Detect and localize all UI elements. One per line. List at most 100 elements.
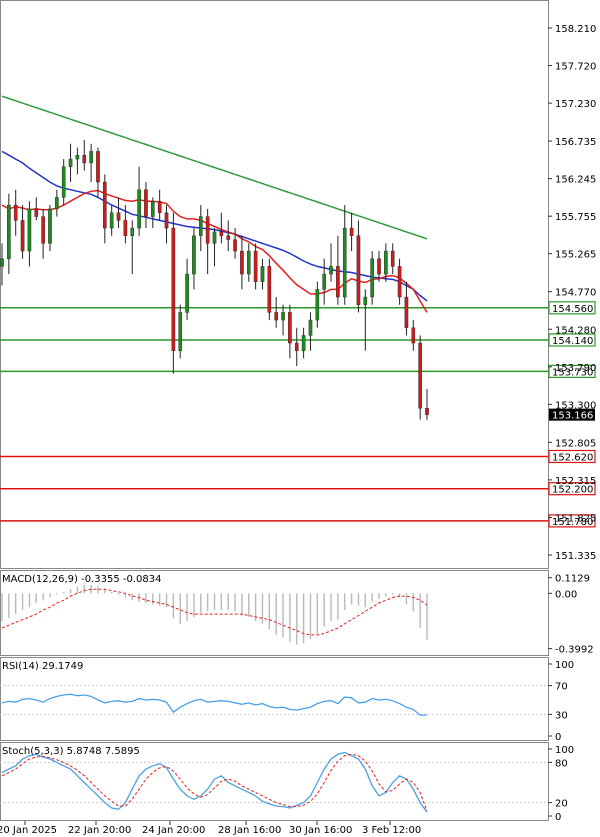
candle — [185, 258, 189, 321]
candle-bear — [144, 189, 148, 217]
candle-bull — [315, 289, 320, 321]
last-price-label: 153.166 — [552, 411, 593, 422]
candle — [308, 312, 313, 351]
candle — [404, 281, 409, 336]
candle — [329, 243, 333, 282]
price-tick-label: 156.245 — [555, 175, 596, 186]
stoch-panel-frame — [0, 742, 549, 821]
candle-bear — [349, 227, 354, 236]
candle — [13, 189, 18, 236]
candle-bear — [103, 181, 107, 229]
candle — [322, 258, 326, 305]
stoch-axis: 100 80 20 0 — [548, 745, 574, 823]
stoch-plot — [0, 751, 548, 813]
rsi-tick-label: 100 — [555, 660, 574, 671]
candle — [205, 208, 210, 275]
candle-bear — [288, 312, 292, 344]
level-tag-label: 154.560 — [552, 304, 593, 315]
rsi-line — [1, 693, 428, 716]
candle — [212, 228, 217, 267]
candle — [48, 205, 52, 252]
candle — [397, 258, 402, 305]
candle — [288, 304, 292, 359]
time-tick-label: 3 Feb 12:00 — [362, 825, 421, 836]
macd-plot — [1, 585, 428, 645]
level-tag-label: 153.730 — [552, 367, 593, 378]
candle-bull — [185, 273, 189, 313]
candle — [144, 182, 148, 229]
level-tag — [548, 364, 596, 379]
candle — [20, 205, 25, 259]
rsi-tick-label: 70 — [555, 682, 568, 693]
candle — [68, 143, 73, 183]
main-panel: 154.560 154.140 153.730 152.620 152.200 151.7… — [0, 0, 596, 569]
candle-bear — [253, 250, 258, 282]
level-lines: 154.560 154.140 153.730 152.620 152.200 151.7… — [0, 301, 596, 528]
candle-bear — [20, 220, 25, 252]
time-tick-label: 24 Jan 20:00 — [142, 825, 205, 836]
price-tick-label: 155.265 — [555, 250, 596, 261]
candle — [260, 258, 265, 290]
time-tick-label: 22 Jan 20:00 — [68, 825, 131, 836]
candle-bear — [404, 296, 409, 328]
candle — [336, 235, 340, 305]
macd-tick-label: -0.3992 — [555, 645, 594, 656]
stoch-d-line — [1, 753, 428, 812]
candle — [96, 147, 100, 198]
candle-bear — [274, 312, 278, 321]
candle — [164, 205, 169, 244]
candle — [137, 166, 141, 236]
candle — [294, 327, 299, 367]
rsi-plot — [0, 685, 548, 716]
candle-bear — [425, 408, 429, 415]
candle-bear — [336, 266, 340, 298]
candle — [0, 243, 4, 286]
candle-bull — [0, 258, 4, 267]
candle — [418, 335, 422, 420]
candle — [151, 197, 155, 229]
candle-bull — [301, 335, 306, 351]
price-tick-label: 151.335 — [555, 551, 596, 562]
candle-bear — [13, 204, 18, 221]
candle-bull — [89, 151, 93, 164]
stoch-tick-label: 80 — [555, 758, 568, 769]
candle-bear — [418, 342, 422, 409]
level-tag — [548, 449, 596, 464]
rsi-tick-label: 30 — [555, 710, 568, 721]
candle — [356, 220, 361, 313]
candle — [157, 189, 162, 221]
candle-bear — [82, 155, 87, 164]
candle-bull — [198, 216, 203, 236]
rsi-panel-frame — [0, 657, 549, 741]
candle-bull — [7, 204, 11, 259]
level-tag-label: 152.620 — [552, 452, 593, 463]
candle-bull — [61, 166, 66, 198]
rsi-panel: RSI(14) 29.1749 100 70 30 0 — [0, 657, 574, 743]
stoch-panel: Stoch(5,3,3) 5.8748 7.5895 100 80 20 0 — [0, 742, 574, 823]
level-tag — [548, 333, 596, 347]
candle — [342, 205, 347, 305]
candle — [7, 193, 11, 275]
price-tick-label: 151.825 — [555, 513, 596, 524]
candle — [75, 147, 80, 175]
candle — [192, 228, 196, 290]
candle-bear — [164, 212, 169, 229]
candle-bull — [342, 227, 347, 298]
candle — [267, 258, 272, 321]
candle-bull — [55, 197, 59, 210]
last-price-tag — [549, 408, 595, 421]
price-tick-label: 152.315 — [555, 476, 596, 487]
price-tick-label: 157.720 — [555, 62, 596, 73]
time-tick-label: 30 Jan 16:00 — [289, 825, 352, 836]
candle-bull — [48, 208, 52, 244]
candle-bull — [75, 155, 80, 160]
candle — [130, 220, 135, 275]
candle — [34, 197, 39, 221]
candle — [116, 197, 121, 229]
macd-tick-label: 0.1129 — [555, 574, 590, 585]
macd-axis: 0.1129 0.00 -0.3992 — [548, 574, 594, 656]
stoch-tick-label: 0 — [555, 812, 561, 823]
candle-bear — [116, 212, 121, 221]
candle — [301, 327, 306, 359]
candle — [425, 389, 429, 420]
